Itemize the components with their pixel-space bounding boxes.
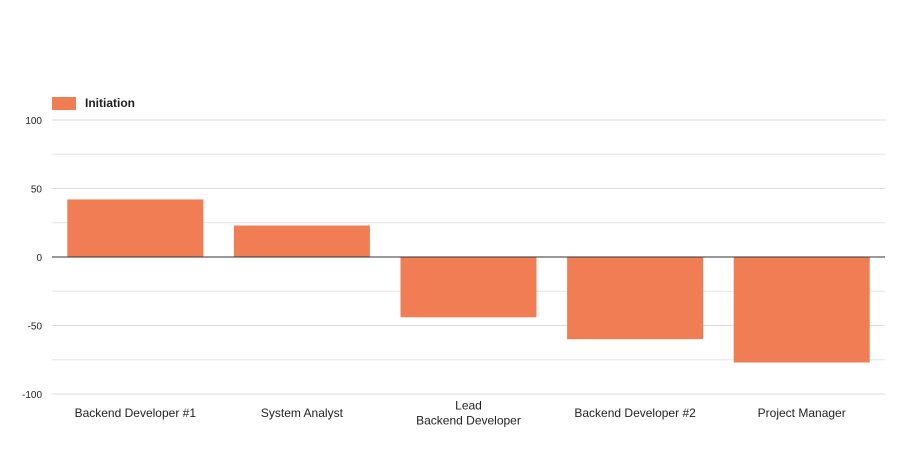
legend-swatch <box>52 96 76 110</box>
bar <box>567 257 704 340</box>
x-tick-label: System Analyst <box>261 406 344 420</box>
x-tick-label: Project Manager <box>758 406 846 420</box>
x-tick-label: Backend Developer #2 <box>574 406 696 420</box>
y-tick-label: -50 <box>28 322 43 333</box>
legend: Initiation <box>52 95 135 111</box>
y-tick-label: -100 <box>22 390 42 401</box>
bar <box>400 257 537 318</box>
bar <box>233 225 370 257</box>
bar <box>733 257 870 363</box>
y-tick-label: 100 <box>25 116 42 127</box>
bar <box>67 199 204 257</box>
legend-label: Initiation <box>85 96 135 110</box>
x-tick-label: Lead Backend Developer <box>416 399 521 428</box>
y-tick-label: 50 <box>31 185 43 196</box>
y-tick-label: 0 <box>36 253 42 264</box>
x-tick-label: Backend Developer #1 <box>75 406 197 420</box>
